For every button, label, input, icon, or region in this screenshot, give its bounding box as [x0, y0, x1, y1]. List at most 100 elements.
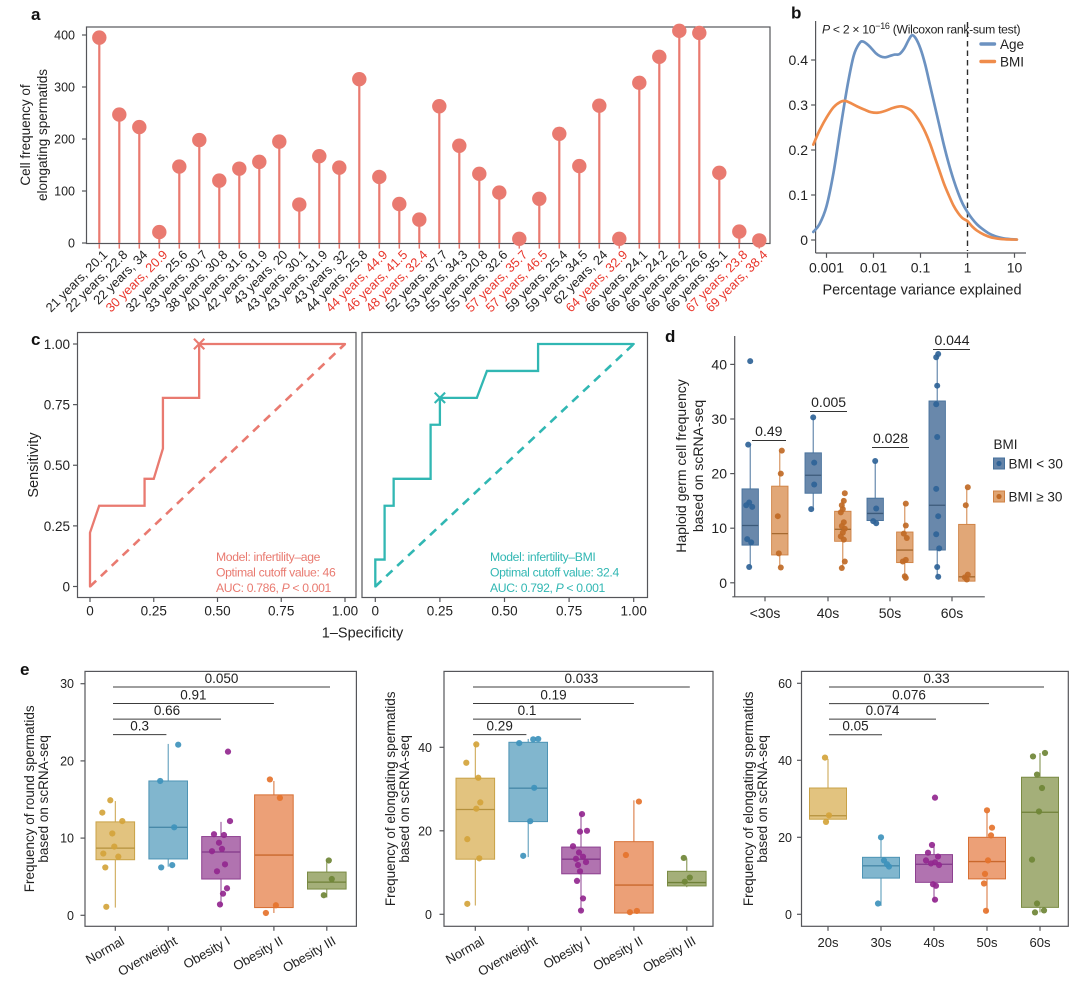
svg-text:10: 10: [1007, 260, 1023, 276]
svg-text:0.66: 0.66: [154, 703, 180, 718]
svg-text:30s: 30s: [871, 935, 892, 950]
svg-text:c: c: [31, 330, 40, 349]
svg-text:0.29: 0.29: [487, 719, 513, 734]
svg-text:40: 40: [711, 356, 727, 372]
svg-text:0.33: 0.33: [923, 671, 949, 686]
svg-text:based on scRNA-seq: based on scRNA-seq: [690, 400, 706, 532]
svg-text:0.91: 0.91: [180, 688, 206, 703]
svg-text:BMI < 30: BMI < 30: [1009, 456, 1063, 471]
svg-text:0.050: 0.050: [205, 671, 239, 686]
svg-text:1–Specificity: 1–Specificity: [322, 626, 404, 642]
svg-text:1.00: 1.00: [621, 604, 647, 619]
svg-text:Frequency of elongating sperma: Frequency of elongating spermatids: [741, 691, 756, 906]
svg-text:0.028: 0.028: [873, 430, 908, 446]
svg-text:BMI ≥ 30: BMI ≥ 30: [1009, 489, 1063, 504]
svg-text:0.001: 0.001: [809, 260, 844, 276]
svg-text:based on scRNA-seq: based on scRNA-seq: [397, 735, 412, 863]
svg-text:0: 0: [800, 232, 808, 248]
svg-text:0.3: 0.3: [130, 719, 149, 734]
svg-text:Cell frequency of: Cell frequency of: [18, 84, 33, 186]
svg-text:0.1: 0.1: [911, 260, 931, 276]
svg-text:Model: infertility–age: Model: infertility–age: [216, 550, 321, 564]
svg-text:Optimal cutoff value: 46: Optimal cutoff value: 46: [216, 566, 336, 580]
svg-text:20: 20: [418, 824, 432, 838]
svg-text:0.044: 0.044: [934, 332, 969, 348]
svg-text:0.1: 0.1: [518, 703, 537, 718]
svg-text:50s: 50s: [879, 605, 902, 621]
svg-text:Frequency of round spermatids: Frequency of round spermatids: [22, 705, 37, 892]
svg-text:Sensitivity: Sensitivity: [26, 432, 42, 498]
svg-text:d: d: [665, 327, 675, 346]
svg-text:0.19: 0.19: [540, 688, 566, 703]
svg-text:40: 40: [778, 754, 792, 768]
svg-text:0.01: 0.01: [860, 260, 887, 276]
svg-text:0: 0: [62, 580, 70, 595]
svg-text:50s: 50s: [977, 935, 998, 950]
svg-text:40s: 40s: [817, 605, 840, 621]
svg-text:a: a: [31, 5, 41, 24]
svg-text:e: e: [20, 660, 29, 679]
svg-text:40s: 40s: [924, 935, 945, 950]
svg-text:0: 0: [372, 604, 380, 619]
svg-text:Haploid germ cell frequency: Haploid germ cell frequency: [673, 379, 689, 553]
svg-text:0: 0: [67, 909, 74, 923]
svg-text:0.25: 0.25: [44, 519, 70, 534]
svg-text:0.75: 0.75: [44, 398, 70, 413]
svg-text:30: 30: [60, 677, 74, 691]
svg-text:Frequency of elongating sperma: Frequency of elongating spermatids: [383, 691, 398, 906]
svg-text:400: 400: [54, 29, 75, 43]
svg-text:BMI: BMI: [994, 437, 1018, 452]
svg-text:based on scRNA-seq: based on scRNA-seq: [755, 735, 770, 863]
svg-text:10: 10: [711, 520, 727, 536]
svg-text:0.074: 0.074: [866, 703, 900, 718]
svg-text:0.3: 0.3: [789, 97, 809, 113]
svg-text:1.00: 1.00: [44, 337, 70, 352]
svg-text:b: b: [791, 4, 801, 23]
svg-text:Percentage variance explained: Percentage variance explained: [822, 283, 1021, 299]
svg-text:0.25: 0.25: [427, 604, 453, 619]
svg-text:elongating spermatids: elongating spermatids: [35, 69, 50, 201]
svg-text:20s: 20s: [818, 935, 839, 950]
svg-text:0.50: 0.50: [491, 604, 517, 619]
svg-text:based on scRNA-seq: based on scRNA-seq: [36, 735, 51, 863]
svg-text:200: 200: [54, 133, 75, 147]
svg-text:0.2: 0.2: [789, 142, 809, 158]
svg-text:30: 30: [711, 411, 727, 427]
svg-text:0.50: 0.50: [44, 458, 70, 473]
svg-text:40: 40: [418, 741, 432, 755]
svg-text:0: 0: [785, 908, 792, 922]
svg-text:1: 1: [964, 260, 972, 276]
svg-text:0: 0: [86, 604, 94, 619]
svg-text:0.076: 0.076: [892, 688, 926, 703]
svg-text:0.75: 0.75: [556, 604, 582, 619]
svg-text:0.05: 0.05: [842, 719, 868, 734]
svg-text:20: 20: [60, 754, 74, 768]
svg-text:BMI: BMI: [1000, 54, 1024, 69]
svg-text:0: 0: [425, 908, 432, 922]
svg-text:300: 300: [54, 81, 75, 95]
svg-text:10: 10: [60, 832, 74, 846]
svg-text:Age: Age: [1000, 37, 1024, 52]
svg-text:1.00: 1.00: [332, 604, 358, 619]
svg-text:20: 20: [778, 831, 792, 845]
svg-text:60s: 60s: [1030, 935, 1051, 950]
svg-text:0.49: 0.49: [755, 423, 782, 439]
svg-text:100: 100: [54, 185, 75, 199]
svg-text:60: 60: [778, 677, 792, 691]
svg-text:60s: 60s: [941, 605, 964, 621]
svg-text:0.005: 0.005: [811, 394, 846, 410]
svg-text:AUC: 0.792, P < 0.001: AUC: 0.792, P < 0.001: [490, 581, 606, 595]
svg-text:0.033: 0.033: [565, 671, 599, 686]
svg-text:0.75: 0.75: [268, 604, 294, 619]
svg-text:0.50: 0.50: [204, 604, 230, 619]
svg-text:AUC: 0.786, P < 0.001: AUC: 0.786, P < 0.001: [216, 581, 332, 595]
svg-text:<30s: <30s: [750, 605, 781, 621]
svg-text:0.25: 0.25: [141, 604, 167, 619]
svg-text:P < 2 × 10−16 (Wilcoxon rank-s: P < 2 × 10−16 (Wilcoxon rank-sum test): [822, 21, 1021, 37]
svg-text:Model: infertility–BMI: Model: infertility–BMI: [490, 550, 595, 564]
svg-text:0: 0: [719, 575, 727, 591]
svg-text:0.1: 0.1: [789, 187, 809, 203]
svg-text:0.4: 0.4: [789, 52, 809, 68]
svg-text:20: 20: [711, 466, 727, 482]
svg-text:Optimal cutoff value: 32.4: Optimal cutoff value: 32.4: [490, 566, 619, 580]
